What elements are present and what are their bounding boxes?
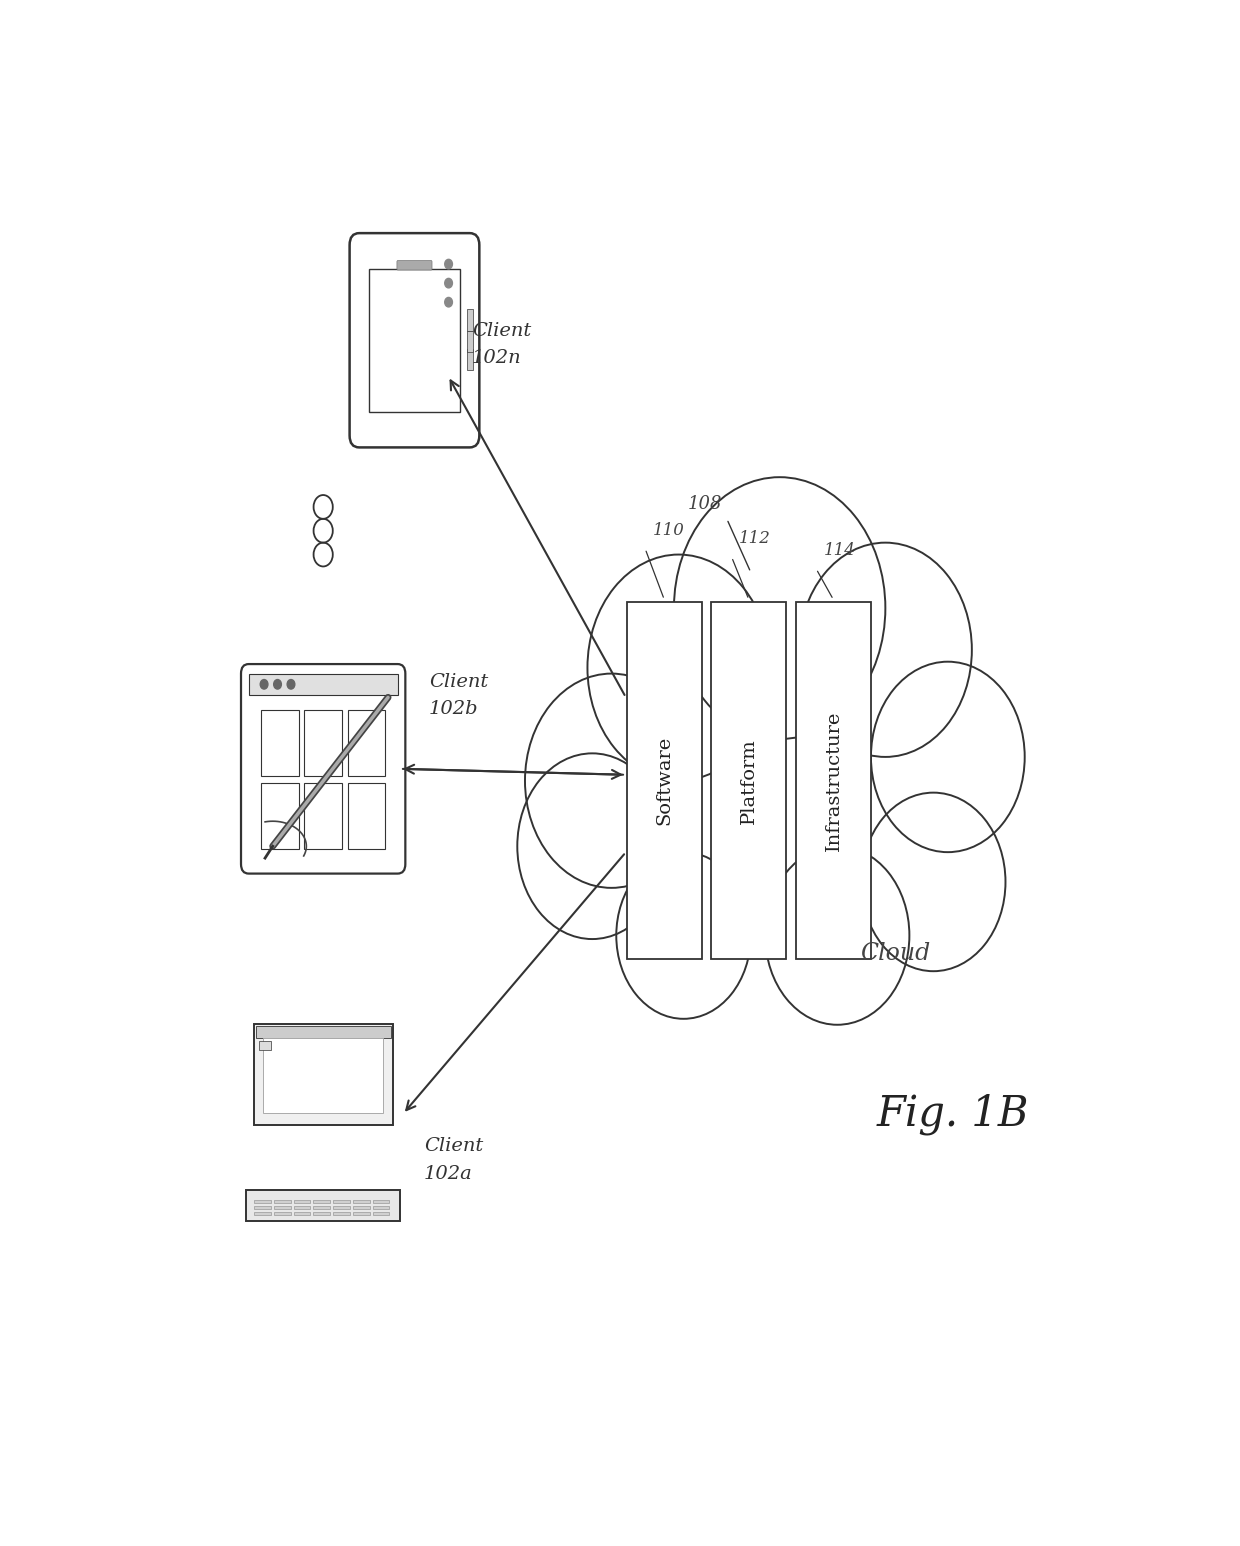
Circle shape [588, 555, 770, 781]
Circle shape [862, 793, 1006, 971]
FancyBboxPatch shape [247, 1190, 401, 1221]
FancyBboxPatch shape [294, 1200, 310, 1203]
FancyBboxPatch shape [262, 711, 299, 776]
Circle shape [288, 680, 295, 690]
FancyBboxPatch shape [254, 1206, 270, 1209]
FancyBboxPatch shape [334, 1206, 350, 1209]
FancyBboxPatch shape [254, 1200, 270, 1203]
FancyBboxPatch shape [372, 1206, 389, 1209]
Circle shape [445, 278, 453, 288]
Text: Platform: Platform [740, 737, 758, 824]
Circle shape [517, 753, 667, 938]
FancyBboxPatch shape [334, 1200, 350, 1203]
FancyBboxPatch shape [627, 603, 702, 959]
FancyBboxPatch shape [255, 1027, 391, 1039]
FancyBboxPatch shape [305, 784, 342, 849]
FancyBboxPatch shape [353, 1212, 370, 1215]
Text: 110: 110 [652, 523, 684, 540]
FancyBboxPatch shape [294, 1212, 310, 1215]
FancyBboxPatch shape [368, 269, 460, 411]
FancyBboxPatch shape [466, 309, 472, 331]
Text: Software: Software [655, 736, 673, 826]
FancyBboxPatch shape [712, 603, 786, 959]
FancyBboxPatch shape [347, 784, 386, 849]
Circle shape [445, 297, 453, 308]
FancyBboxPatch shape [274, 1206, 290, 1209]
FancyBboxPatch shape [372, 1212, 389, 1215]
Ellipse shape [568, 614, 952, 948]
FancyBboxPatch shape [796, 603, 870, 959]
Circle shape [616, 852, 751, 1019]
FancyBboxPatch shape [259, 1040, 270, 1050]
FancyBboxPatch shape [314, 1212, 330, 1215]
FancyBboxPatch shape [350, 233, 480, 447]
Text: Infrastructure: Infrastructure [825, 711, 842, 850]
Text: 102a: 102a [424, 1164, 472, 1183]
FancyBboxPatch shape [347, 711, 386, 776]
FancyBboxPatch shape [263, 1039, 383, 1113]
Text: Cloud: Cloud [859, 942, 930, 965]
Circle shape [445, 260, 453, 269]
Text: Client: Client [429, 673, 489, 691]
Text: Client: Client [472, 322, 532, 340]
Circle shape [675, 478, 885, 739]
Text: Fig. 1B: Fig. 1B [877, 1093, 1029, 1135]
FancyBboxPatch shape [262, 784, 299, 849]
Text: 102n: 102n [472, 349, 522, 366]
Text: 112: 112 [739, 530, 771, 547]
Circle shape [799, 543, 972, 758]
Circle shape [274, 680, 281, 690]
FancyBboxPatch shape [274, 1212, 290, 1215]
FancyBboxPatch shape [372, 1200, 389, 1203]
Circle shape [525, 674, 698, 887]
FancyBboxPatch shape [249, 674, 398, 696]
FancyBboxPatch shape [314, 1206, 330, 1209]
Circle shape [870, 662, 1024, 852]
Circle shape [260, 680, 268, 690]
Text: 114: 114 [823, 543, 856, 560]
FancyBboxPatch shape [466, 331, 472, 352]
FancyBboxPatch shape [353, 1206, 370, 1209]
FancyBboxPatch shape [254, 1212, 270, 1215]
Text: 102b: 102b [429, 700, 479, 719]
Text: 108: 108 [687, 495, 722, 513]
FancyBboxPatch shape [274, 1200, 290, 1203]
FancyBboxPatch shape [466, 348, 472, 369]
FancyBboxPatch shape [294, 1206, 310, 1209]
FancyBboxPatch shape [241, 665, 405, 873]
Circle shape [765, 846, 909, 1025]
FancyBboxPatch shape [254, 1023, 393, 1125]
FancyBboxPatch shape [397, 261, 432, 271]
FancyBboxPatch shape [305, 711, 342, 776]
FancyBboxPatch shape [353, 1200, 370, 1203]
FancyBboxPatch shape [314, 1200, 330, 1203]
Text: Client: Client [424, 1138, 484, 1155]
FancyBboxPatch shape [334, 1212, 350, 1215]
